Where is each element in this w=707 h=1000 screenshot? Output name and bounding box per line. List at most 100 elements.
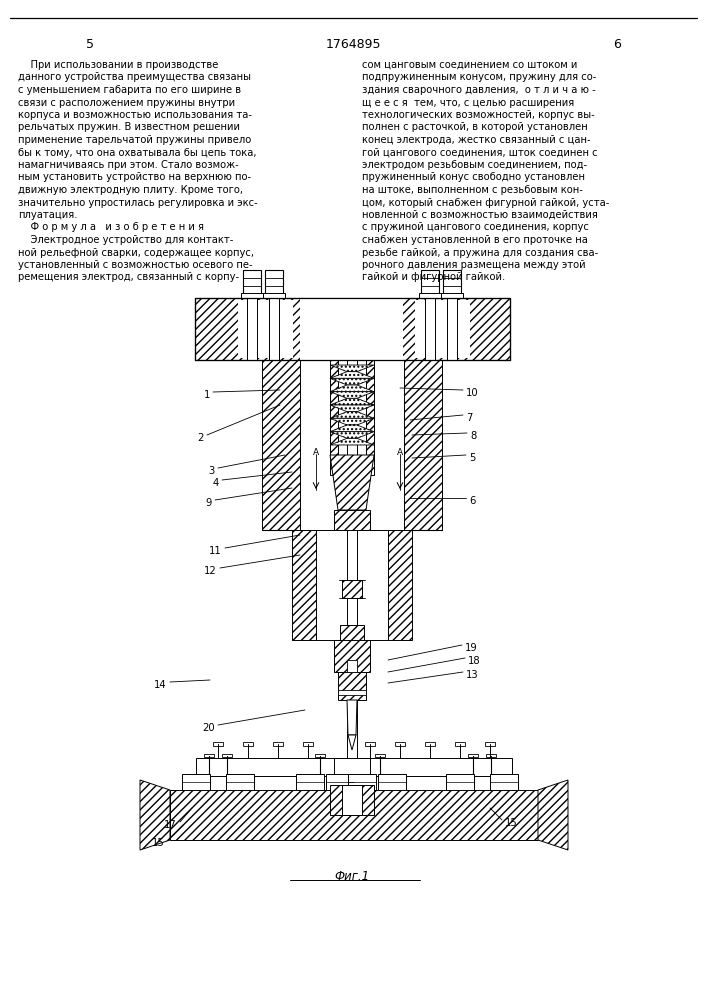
Text: A: A <box>313 448 319 457</box>
Polygon shape <box>340 625 364 643</box>
Polygon shape <box>330 438 374 445</box>
Text: гайкой и фигурной гайкой.: гайкой и фигурной гайкой. <box>362 272 506 282</box>
Polygon shape <box>247 298 257 360</box>
Text: движную электродную плиту. Кроме того,: движную электродную плиту. Кроме того, <box>18 185 243 195</box>
Text: на штоке, выполненном с резьбовым кон-: на штоке, выполненном с резьбовым кон- <box>362 185 583 195</box>
Polygon shape <box>334 640 370 672</box>
Text: с уменьшением габарита по его ширине в: с уменьшением габарита по его ширине в <box>18 85 241 95</box>
Polygon shape <box>182 774 210 790</box>
Polygon shape <box>375 754 385 757</box>
Text: бы к тому, что она охватывала бы цепь тока,: бы к тому, что она охватывала бы цепь то… <box>18 147 257 157</box>
Text: 18: 18 <box>468 656 481 666</box>
Polygon shape <box>196 758 512 776</box>
Polygon shape <box>303 742 313 746</box>
Polygon shape <box>441 293 463 298</box>
Polygon shape <box>421 270 439 298</box>
Polygon shape <box>447 298 457 360</box>
Polygon shape <box>330 425 374 432</box>
Text: При использовании в производстве: При использовании в производстве <box>18 60 218 70</box>
Text: 12: 12 <box>204 566 217 576</box>
Text: 11: 11 <box>209 546 222 556</box>
Polygon shape <box>404 360 442 530</box>
Polygon shape <box>388 530 412 640</box>
Polygon shape <box>248 298 306 360</box>
Text: технологических возможностей, корпус вы-: технологических возможностей, корпус вы- <box>362 110 595 120</box>
Polygon shape <box>425 298 435 360</box>
Text: значительно упростилась регулировка и экс-: значительно упростилась регулировка и эк… <box>18 198 258 208</box>
Polygon shape <box>334 758 370 776</box>
Text: 2: 2 <box>198 433 204 443</box>
Text: 14: 14 <box>154 680 167 690</box>
Text: 13: 13 <box>466 670 479 680</box>
Polygon shape <box>326 774 354 790</box>
Text: 6: 6 <box>613 38 621 51</box>
Text: 20: 20 <box>202 723 215 733</box>
Polygon shape <box>265 270 283 298</box>
Polygon shape <box>170 790 538 840</box>
Text: 9: 9 <box>206 498 212 508</box>
Text: Электродное устройство для контакт-: Электродное устройство для контакт- <box>18 235 233 245</box>
Text: применение тарельчатой пружины привело: применение тарельчатой пружины привело <box>18 135 251 145</box>
Text: Ф о р м у л а   и з о б р е т е н и я: Ф о р м у л а и з о б р е т е н и я <box>18 223 204 232</box>
Polygon shape <box>195 298 510 360</box>
Polygon shape <box>342 785 362 815</box>
Polygon shape <box>265 298 340 360</box>
Polygon shape <box>243 742 253 746</box>
Polygon shape <box>330 360 338 475</box>
Text: цом, который снабжен фигурной гайкой, уста-: цом, который снабжен фигурной гайкой, ус… <box>362 198 609 208</box>
Polygon shape <box>330 405 374 412</box>
Text: установленный с возможностью осевого пе-: установленный с возможностью осевого пе- <box>18 260 252 270</box>
Polygon shape <box>486 754 496 757</box>
Text: ным установить устройство на верхнюю по-: ным установить устройство на верхнюю по- <box>18 172 251 182</box>
Text: здания сварочного давления,  о т л и ч а ю -: здания сварочного давления, о т л и ч а … <box>362 85 596 95</box>
Text: новленной с возможностью взаимодействия: новленной с возможностью взаимодействия <box>362 210 598 220</box>
Polygon shape <box>265 298 288 360</box>
Polygon shape <box>330 398 374 405</box>
Polygon shape <box>378 774 406 790</box>
Text: 6: 6 <box>469 496 475 506</box>
Text: электродом резьбовым соединением, под-: электродом резьбовым соединением, под- <box>362 160 587 170</box>
Polygon shape <box>195 298 510 360</box>
Polygon shape <box>347 360 357 780</box>
Polygon shape <box>330 455 374 510</box>
Polygon shape <box>419 293 441 298</box>
Polygon shape <box>273 742 283 746</box>
Text: гой цангового соединения, шток соединен с: гой цангового соединения, шток соединен … <box>362 147 597 157</box>
Text: 17: 17 <box>164 820 177 830</box>
Polygon shape <box>330 385 374 392</box>
Polygon shape <box>263 293 285 298</box>
Polygon shape <box>455 742 465 746</box>
Text: 10: 10 <box>466 388 479 398</box>
Text: 1764895: 1764895 <box>325 38 381 51</box>
Polygon shape <box>485 742 495 746</box>
Polygon shape <box>344 776 360 786</box>
Text: подпружиненным конусом, пружину для со-: подпружиненным конусом, пружину для со- <box>362 73 597 83</box>
Text: 4: 4 <box>213 478 219 488</box>
Text: конец электрода, жестко связанный с цан-: конец электрода, жестко связанный с цан- <box>362 135 590 145</box>
Text: данного устройства преимущества связаны: данного устройства преимущества связаны <box>18 73 251 83</box>
Text: 8: 8 <box>470 431 477 441</box>
Polygon shape <box>300 360 404 530</box>
Polygon shape <box>468 754 478 757</box>
Polygon shape <box>366 360 374 475</box>
Polygon shape <box>338 645 366 700</box>
Polygon shape <box>330 378 374 385</box>
Polygon shape <box>213 742 223 746</box>
Text: снабжен установленной в его проточке на: снабжен установленной в его проточке на <box>362 235 588 245</box>
Polygon shape <box>316 530 388 640</box>
Text: 19: 19 <box>465 643 478 653</box>
Polygon shape <box>262 360 300 530</box>
Text: рочного давления размещена между этой: рочного давления размещена между этой <box>362 260 585 270</box>
Polygon shape <box>330 785 374 815</box>
Polygon shape <box>238 300 293 358</box>
Polygon shape <box>347 660 357 672</box>
Polygon shape <box>140 780 170 850</box>
Text: полнен с расточкой, в которой установлен: полнен с расточкой, в которой установлен <box>362 122 588 132</box>
Polygon shape <box>348 774 376 790</box>
Polygon shape <box>330 392 374 398</box>
Polygon shape <box>342 580 362 598</box>
Text: Фиг.1: Фиг.1 <box>334 870 370 883</box>
Text: ной рельефной сварки, содержащее корпус,: ной рельефной сварки, содержащее корпус, <box>18 247 254 257</box>
Text: 5: 5 <box>469 453 475 463</box>
Polygon shape <box>300 298 403 360</box>
